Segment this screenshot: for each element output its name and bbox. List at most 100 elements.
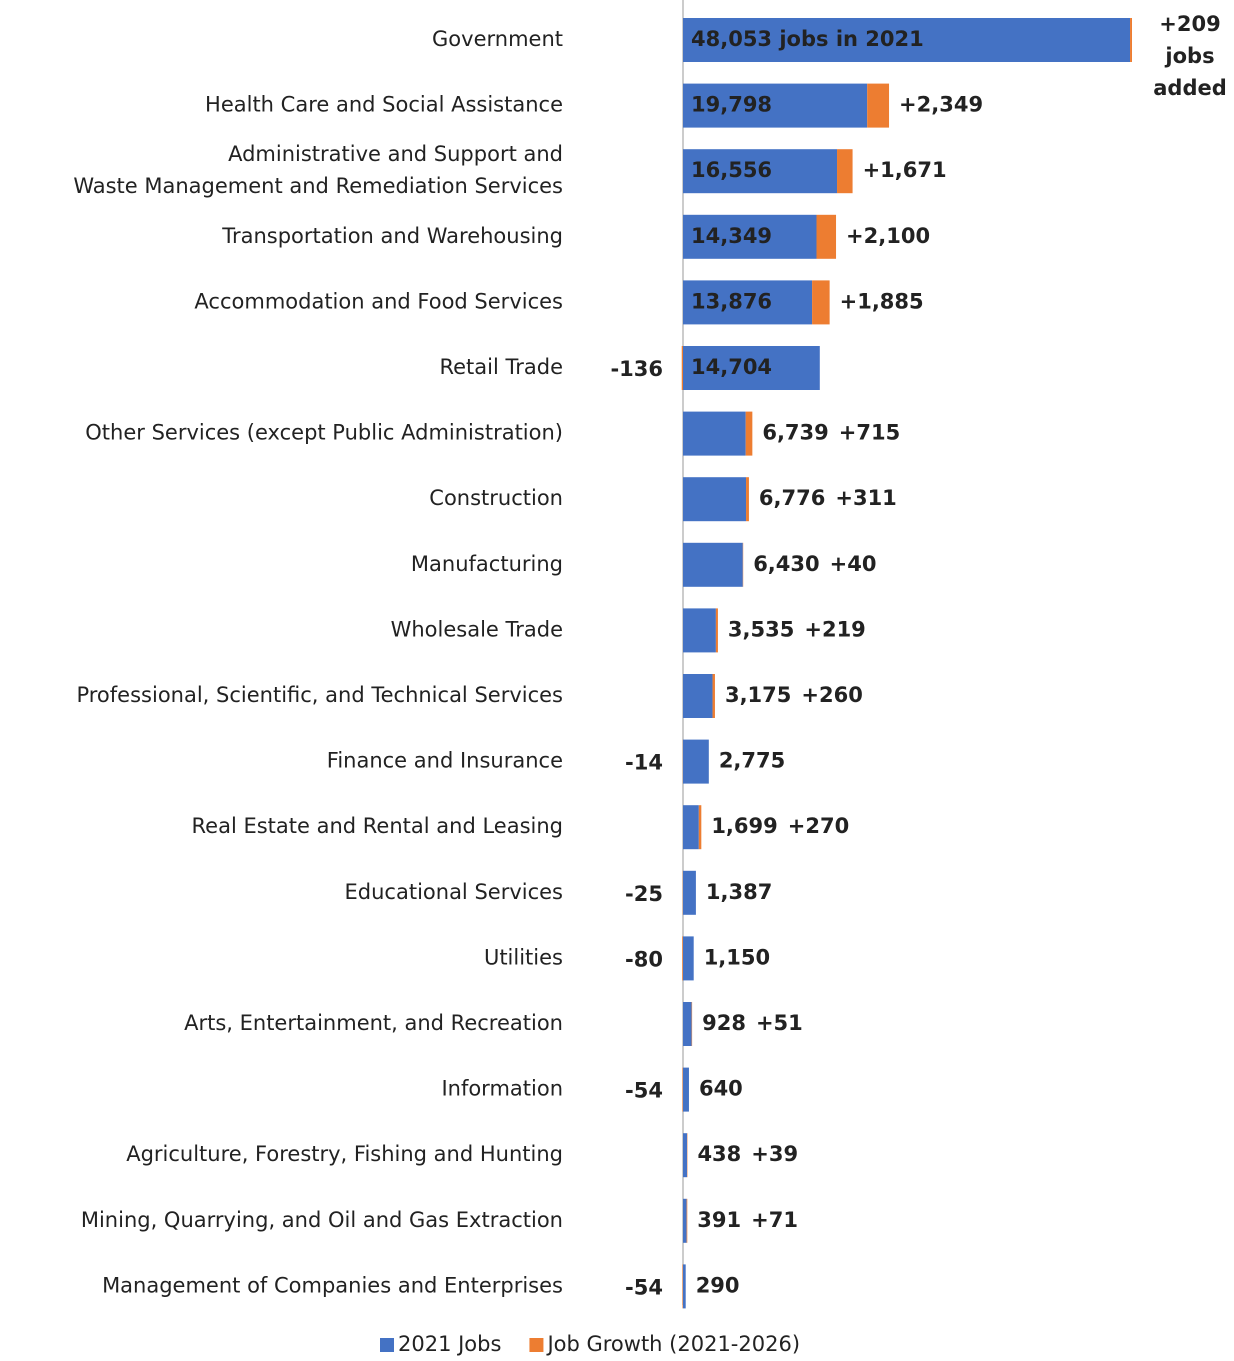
bar-2021 xyxy=(683,542,743,587)
legend-label: 2021 Jobs xyxy=(398,1332,501,1356)
growth-label: +1,885 xyxy=(840,289,924,313)
value-label: 48,053 jobs in 2021 xyxy=(691,27,924,51)
category-label: Finance and Insurance xyxy=(327,749,563,773)
value-label: 640 xyxy=(699,1077,743,1101)
growth-label: -54 xyxy=(625,1079,663,1103)
category-label: Accommodation and Food Services xyxy=(194,289,563,313)
bar-growth xyxy=(686,1198,688,1243)
bar-2021 xyxy=(683,805,699,850)
growth-label: -14 xyxy=(625,751,663,775)
category-label: Government xyxy=(432,27,563,51)
value-label: 16,556 xyxy=(691,158,772,182)
bar-2021 xyxy=(683,608,716,653)
bar-2021 xyxy=(683,149,838,194)
growth-label: +715 xyxy=(839,421,900,445)
category-label: Mining, Quarrying, and Oil and Gas Extra… xyxy=(81,1208,563,1232)
category-label: Agriculture, Forestry, Fishing and Hunti… xyxy=(126,1142,563,1166)
bar-growth xyxy=(746,477,749,522)
bar-2021 xyxy=(683,280,813,325)
growth-label: -54 xyxy=(625,1275,663,1299)
value-label: 1,699 xyxy=(711,814,777,838)
bar-2021 xyxy=(683,346,820,390)
bar-2021 xyxy=(683,674,713,718)
bar-2021 xyxy=(683,214,817,259)
growth-label: +2,349 xyxy=(899,93,983,117)
category-label: Transportation and Warehousing xyxy=(221,224,563,248)
growth-label: +270 xyxy=(788,814,849,838)
bar-2021 xyxy=(683,1264,686,1309)
value-label: 6,739 xyxy=(762,421,828,445)
category-label: Administrative and Support and Waste Mana… xyxy=(73,142,563,198)
legend-swatch xyxy=(380,1338,394,1352)
legend-label: Job Growth (2021-2026) xyxy=(545,1332,800,1356)
category-label: Information xyxy=(441,1077,563,1101)
growth-label: +209 jobs added xyxy=(1153,12,1227,100)
bar-growth xyxy=(812,280,830,325)
growth-label: +219 xyxy=(804,617,865,641)
bar-2021 xyxy=(683,18,1131,62)
category-label: Wholesale Trade xyxy=(391,617,563,641)
bar-2021 xyxy=(683,1067,689,1112)
bar-growth xyxy=(682,1067,683,1112)
category-label: Retail Trade xyxy=(439,355,563,379)
growth-label: +2,100 xyxy=(846,224,930,248)
value-label: 2,775 xyxy=(719,749,785,773)
category-label: Professional, Scientific, and Technical … xyxy=(76,683,563,707)
bar-2021 xyxy=(683,83,868,128)
bar-2021 xyxy=(683,477,747,522)
bar-growth xyxy=(681,346,683,390)
category-label: Educational Services xyxy=(345,880,563,904)
category-label: Arts, Entertainment, and Recreation xyxy=(184,1011,563,1035)
bar-growth xyxy=(867,83,890,128)
category-label: Construction xyxy=(429,486,563,510)
legend-swatch xyxy=(529,1338,544,1352)
bar-growth xyxy=(715,608,718,653)
bar-2021 xyxy=(683,870,696,915)
bar-growth xyxy=(682,936,683,981)
bar-2021 xyxy=(683,1198,687,1243)
bar-2021 xyxy=(683,936,694,981)
category-label: Health Care and Social Assistance xyxy=(205,93,563,117)
value-label: 19,798 xyxy=(691,93,772,117)
growth-label: +311 xyxy=(835,486,896,510)
value-label: 3,535 xyxy=(728,617,794,641)
bar-growth xyxy=(698,805,702,850)
category-label: Management of Companies and Enterprises xyxy=(102,1273,563,1297)
bar-2021 xyxy=(683,411,746,456)
growth-label: -25 xyxy=(625,882,663,906)
category-label: Manufacturing xyxy=(411,552,563,576)
bar-growth xyxy=(745,411,753,456)
bar-growth xyxy=(1130,18,1132,62)
value-label: 1,150 xyxy=(704,945,770,969)
category-label: Other Services (except Public Administra… xyxy=(85,421,563,445)
value-label: 14,349 xyxy=(691,224,772,248)
value-label: 1,387 xyxy=(706,880,772,904)
value-label: 6,776 xyxy=(759,486,825,510)
growth-label: +1,671 xyxy=(863,158,947,182)
growth-label: -136 xyxy=(610,357,663,381)
value-label: 3,175 xyxy=(725,683,791,707)
bar-2021 xyxy=(683,739,709,784)
value-label: 438 xyxy=(697,1142,741,1166)
growth-label: +260 xyxy=(801,683,862,707)
growth-label: +40 xyxy=(830,552,877,576)
growth-label: -80 xyxy=(625,947,663,971)
growth-label: +39 xyxy=(751,1142,798,1166)
bar-2021 xyxy=(683,1002,692,1046)
bar-2021 xyxy=(683,1133,688,1178)
category-label: Real Estate and Rental and Leasing xyxy=(192,814,563,838)
value-label: 6,430 xyxy=(753,552,819,576)
bar-growth xyxy=(682,1264,683,1309)
value-label: 13,876 xyxy=(691,289,772,313)
value-label: 928 xyxy=(702,1011,746,1035)
value-label: 391 xyxy=(697,1208,741,1232)
value-label: 14,704 xyxy=(691,355,772,379)
growth-label: +51 xyxy=(756,1011,803,1035)
value-label: 290 xyxy=(696,1273,740,1297)
bar-growth xyxy=(712,674,715,718)
bar-growth xyxy=(816,214,837,259)
bar-growth xyxy=(837,149,853,194)
category-label: Utilities xyxy=(484,945,563,969)
growth-label: +71 xyxy=(751,1208,798,1232)
